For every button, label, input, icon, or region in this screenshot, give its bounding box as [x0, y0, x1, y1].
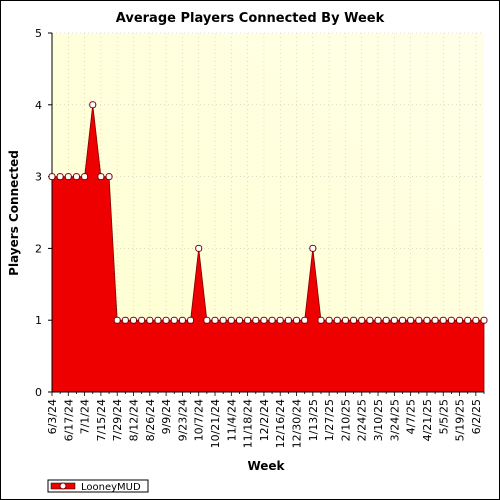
data-point — [268, 316, 276, 324]
data-point — [301, 316, 309, 324]
data-point — [480, 316, 488, 324]
data-point — [260, 316, 268, 324]
x-tick-label: 11/4/24 — [225, 399, 238, 441]
data-point — [293, 316, 301, 324]
data-point — [407, 316, 415, 324]
x-tick-label: 12/2/24 — [258, 399, 271, 441]
x-axis-ticks: 6/3/24 6/17/24 7/1/24 7/15/24 7/29/24 8/12/24… — [46, 392, 485, 448]
y-tick-label: 3 — [35, 171, 42, 184]
data-point — [431, 316, 439, 324]
x-tick-label: 2/10/25 — [339, 399, 352, 441]
data-point — [366, 316, 374, 324]
data-point — [211, 316, 219, 324]
x-tick-label: 3/10/25 — [372, 399, 385, 441]
data-point — [276, 316, 284, 324]
data-point — [382, 316, 390, 324]
data-point — [333, 316, 341, 324]
data-point — [178, 316, 186, 324]
x-tick-label: 10/7/24 — [193, 399, 206, 441]
data-point — [456, 316, 464, 324]
x-tick-label: 8/26/24 — [144, 399, 157, 441]
data-point — [472, 316, 480, 324]
x-tick-label: 7/29/24 — [111, 399, 124, 441]
x-tick-label: 3/24/25 — [388, 399, 401, 441]
data-point — [227, 316, 235, 324]
x-tick-label: 11/18/24 — [242, 399, 255, 448]
x-tick-label: 5/19/25 — [454, 399, 467, 441]
data-point — [97, 173, 105, 181]
data-point — [72, 173, 80, 181]
y-tick-label: 2 — [35, 242, 42, 255]
y-axis-ticks: 0 1 2 3 4 5 — [35, 27, 52, 399]
x-tick-label: 7/15/24 — [95, 399, 108, 441]
data-point — [130, 316, 138, 324]
data-point — [121, 316, 129, 324]
x-tick-label: 6/3/24 — [46, 399, 59, 434]
data-point — [415, 316, 423, 324]
x-tick-label: 12/16/24 — [274, 399, 287, 448]
data-point — [325, 316, 333, 324]
x-tick-label: 2/24/25 — [356, 399, 369, 441]
data-point — [146, 316, 154, 324]
x-tick-label: 7/1/24 — [79, 399, 92, 434]
chart-title: Average Players Connected By Week — [116, 11, 385, 26]
y-tick-label: 0 — [35, 386, 42, 399]
x-tick-label: 4/7/25 — [405, 399, 418, 434]
legend-label: LooneyMUD — [81, 482, 141, 493]
axes — [51, 33, 484, 393]
x-tick-label: 5/5/25 — [437, 399, 450, 434]
y-tick-label: 4 — [35, 99, 42, 112]
x-tick-label: 6/17/24 — [62, 399, 75, 441]
data-point — [374, 316, 382, 324]
data-point — [464, 316, 472, 324]
data-point — [89, 101, 97, 109]
x-tick-label: 1/13/25 — [307, 399, 320, 441]
data-point — [105, 173, 113, 181]
data-point — [317, 316, 325, 324]
data-point — [56, 173, 64, 181]
y-tick-label: 1 — [35, 314, 42, 327]
x-tick-label: 4/21/25 — [421, 399, 434, 441]
data-point — [162, 316, 170, 324]
x-tick-label: 9/9/24 — [160, 399, 173, 434]
data-point — [64, 173, 72, 181]
data-point — [203, 316, 211, 324]
data-point — [350, 316, 358, 324]
x-tick-label: 12/30/24 — [291, 399, 304, 448]
x-tick-label: 1/27/25 — [323, 399, 336, 441]
data-point — [219, 316, 227, 324]
data-point — [235, 316, 243, 324]
data-point — [252, 316, 260, 324]
data-point — [358, 316, 366, 324]
series-points — [48, 101, 488, 324]
data-point — [187, 316, 195, 324]
x-axis-label: Week — [247, 459, 285, 473]
data-point — [113, 316, 121, 324]
data-point — [195, 244, 203, 252]
legend: LooneyMUD — [47, 479, 149, 493]
y-axis-label: Players Connected — [7, 150, 21, 276]
data-point — [81, 173, 89, 181]
data-point — [170, 316, 178, 324]
x-tick-label: 10/21/24 — [209, 399, 222, 448]
data-point — [439, 316, 447, 324]
legend-marker — [59, 482, 67, 490]
data-point — [341, 316, 349, 324]
x-tick-label: 9/23/24 — [176, 399, 189, 441]
data-point — [48, 173, 56, 181]
data-point — [390, 316, 398, 324]
data-point — [309, 244, 317, 252]
data-point — [398, 316, 406, 324]
data-point — [284, 316, 292, 324]
data-point — [244, 316, 252, 324]
data-point — [154, 316, 162, 324]
x-tick-label: 6/2/25 — [470, 399, 483, 434]
data-point — [423, 316, 431, 324]
data-point — [447, 316, 455, 324]
data-point — [138, 316, 146, 324]
y-tick-label: 5 — [35, 27, 42, 40]
x-tick-label: 8/12/24 — [128, 399, 141, 441]
